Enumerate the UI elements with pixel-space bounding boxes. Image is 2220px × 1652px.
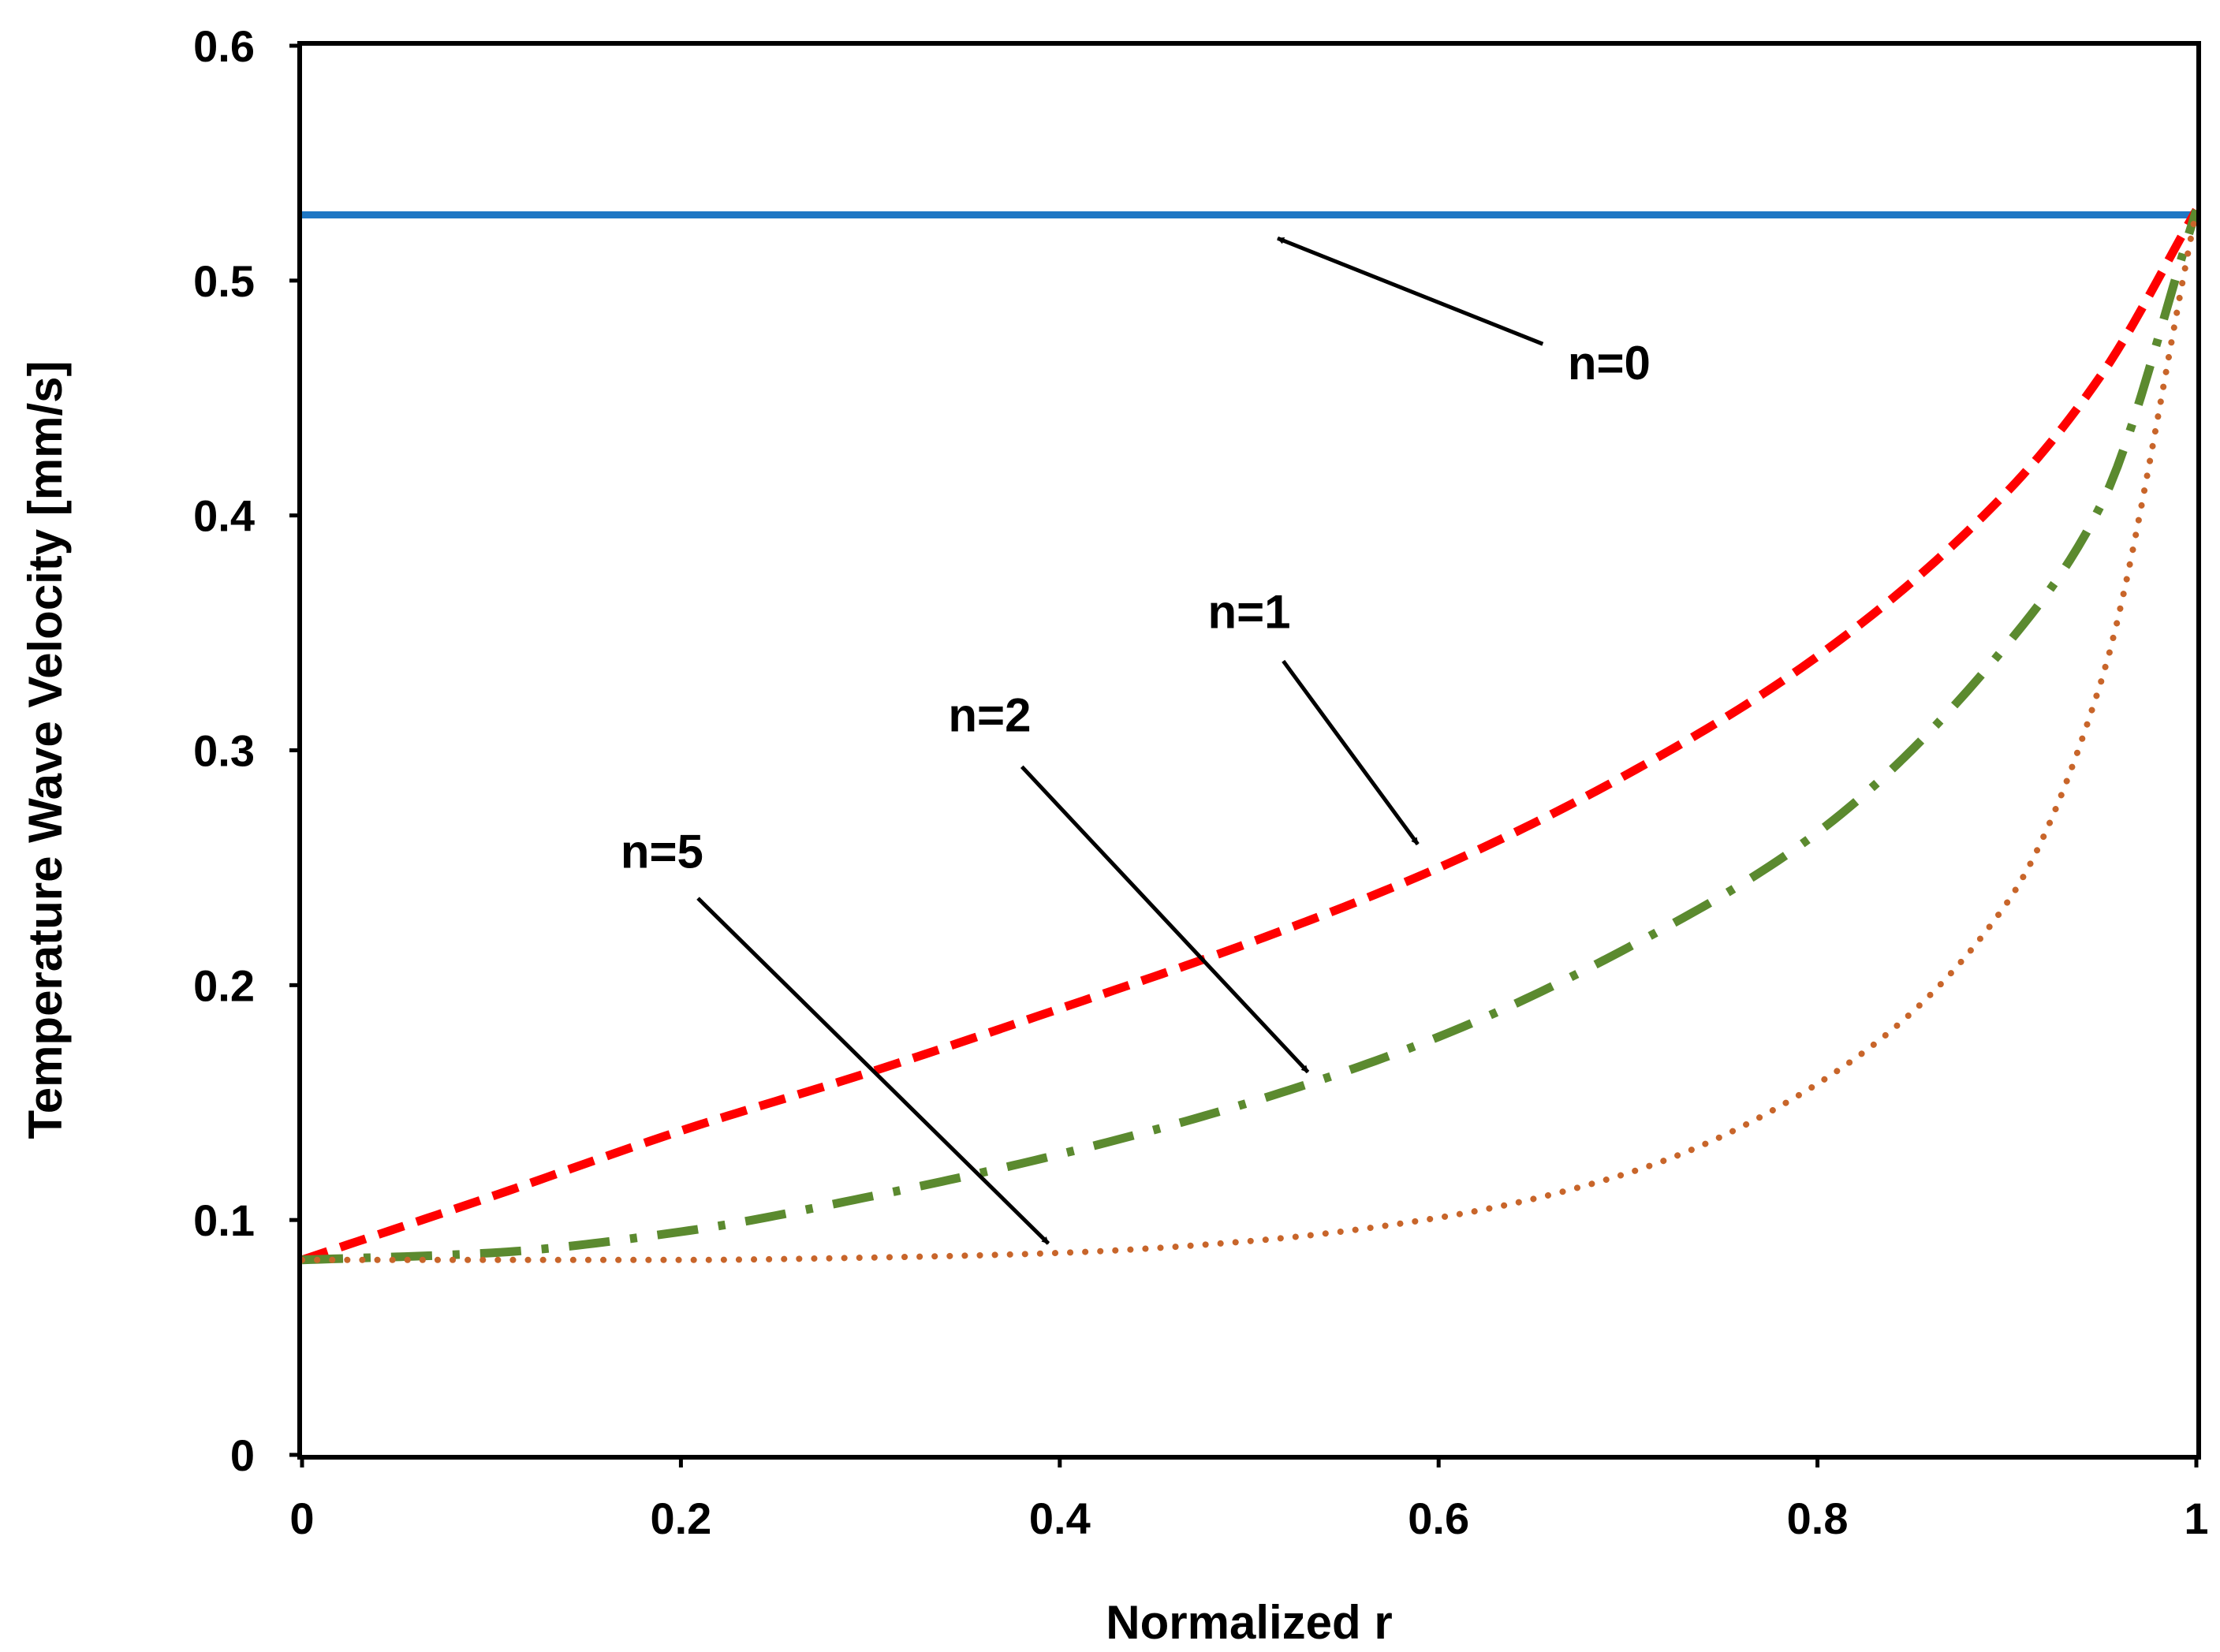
- y-tick-label-0-3: 0.3: [193, 726, 255, 776]
- y-tick-label-0-1: 0.1: [193, 1195, 255, 1245]
- x-tick-label-0-4: 0.4: [1029, 1494, 1091, 1543]
- x-tick-label-0: 0: [289, 1494, 314, 1543]
- series-line-n-2: [301, 208, 2201, 1265]
- x-tick-label-0-2: 0.2: [650, 1494, 711, 1543]
- x-tick-label-0-6: 0.6: [1408, 1494, 1469, 1543]
- annotation-label-n-5: n=5: [621, 825, 703, 878]
- annotation-arrow-n-5: [696, 897, 1050, 1245]
- annotations: n=0 n=1 n=2 n=5: [621, 236, 1651, 1245]
- annotation-arrow-n-0: [1277, 236, 1544, 346]
- x-tick-label-0-8: 0.8: [1787, 1494, 1849, 1543]
- y-tick-label-0-2: 0.2: [193, 960, 255, 1010]
- y-tick-label-0-5: 0.5: [193, 256, 255, 306]
- annotation-label-n-2: n=2: [948, 689, 1031, 742]
- annotation-arrow-n-1: [1282, 659, 1420, 846]
- series-layer: [299, 207, 2201, 1265]
- axis-ticks: 0 0.2 0.4 0.6 0.8 1 0 0.1 0.2 0.3 0.4 0.5 0.6: [193, 21, 2208, 1543]
- series-line-n-1: [300, 207, 2200, 1265]
- x-axis-label: Normalized r: [1106, 1596, 1392, 1649]
- y-axis-label: Temperature Wave Velocity [mm/s]: [19, 360, 72, 1139]
- annotation-label-n-0: n=0: [1568, 337, 1651, 390]
- annotation-label-n-1: n=1: [1207, 586, 1290, 639]
- y-tick-label-0-6: 0.6: [193, 21, 255, 71]
- y-tick-label-0: 0: [230, 1430, 255, 1480]
- annotation-arrow-n-2: [1020, 765, 1310, 1074]
- series-line-n-5: [299, 207, 2199, 1263]
- y-tick-label-0-4: 0.4: [193, 491, 255, 541]
- x-tick-label-1: 1: [2184, 1494, 2208, 1543]
